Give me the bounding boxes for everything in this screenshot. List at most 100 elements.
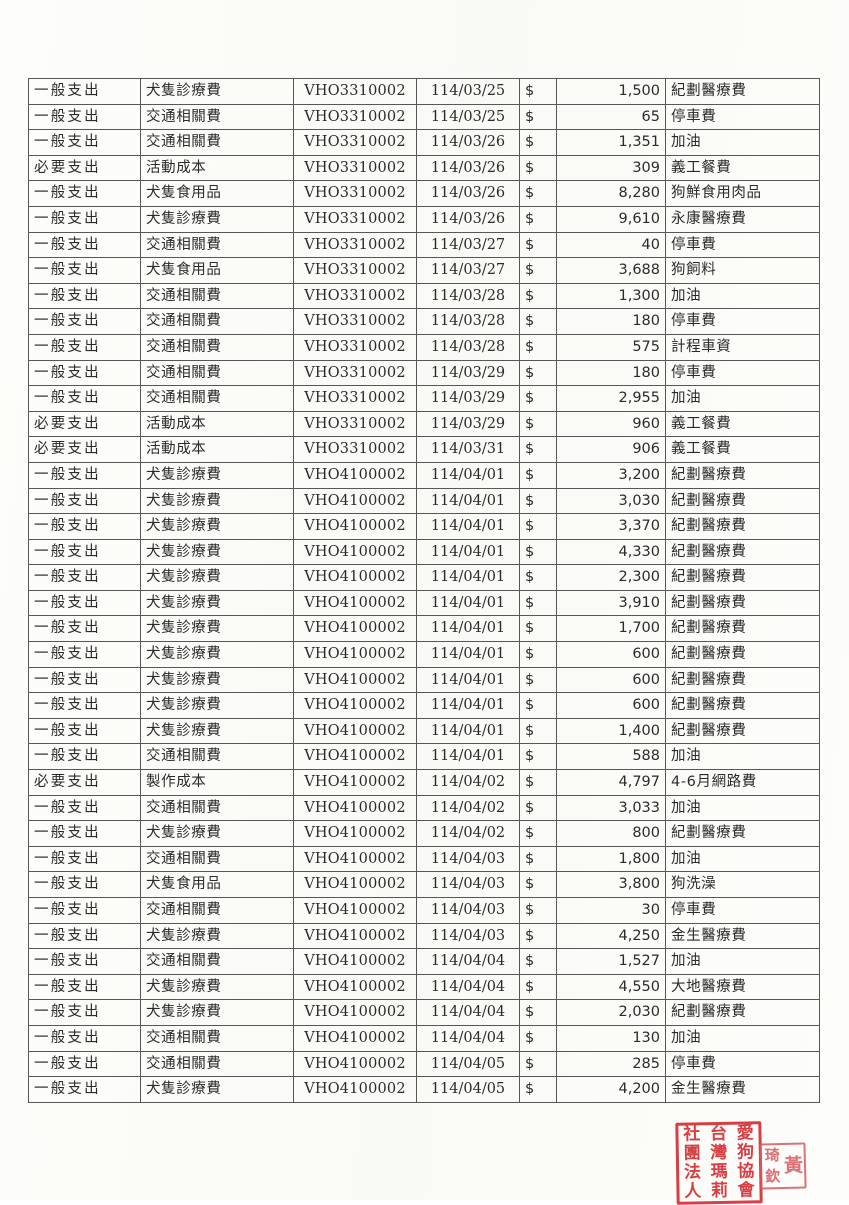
- cell-currency-symbol: $: [519, 871, 557, 898]
- cell-currency-symbol: $: [519, 615, 557, 643]
- cell-expense-type: 一般支出: [28, 717, 141, 745]
- seal-glyph: 瑪: [710, 1161, 728, 1183]
- cell-date: 114/04/01: [416, 692, 520, 719]
- cell-expense-type: 一般支出: [28, 513, 141, 540]
- table-row: 一般支出 交通相關費 VHO3310002 114/03/28 $180 停車費: [28, 308, 820, 335]
- cell-category: 犬隻診療費: [140, 487, 294, 515]
- cell-currency-symbol: $: [519, 922, 557, 950]
- cell-voucher-number: VHO4100002: [293, 973, 417, 1001]
- cell-category: 犬隻診療費: [140, 692, 294, 719]
- cell-expense-type: 必要支出: [28, 436, 141, 463]
- cell-expense-type: 一般支出: [28, 922, 141, 950]
- cell-note: 停車費: [665, 897, 820, 924]
- cell-expense-type: 一般支出: [28, 231, 141, 259]
- cell-expense-type: 一般支出: [28, 871, 141, 898]
- cell-expense-type: 一般支出: [28, 1076, 141, 1103]
- cell-currency-symbol: $: [519, 538, 557, 566]
- cell-voucher-number: VHO3310002: [293, 180, 417, 207]
- cell-date: 114/04/04: [416, 1024, 520, 1052]
- cell-category: 犬隻診療費: [140, 461, 294, 489]
- cell-amount: 600: [556, 692, 666, 719]
- cell-date: 114/04/03: [416, 845, 520, 873]
- table-row: 必要支出 活動成本 VHO3310002 114/03/29 $960 義工餐費: [28, 410, 820, 438]
- cell-currency-symbol: $: [519, 820, 557, 847]
- cell-note: 永康醫療費: [665, 205, 820, 233]
- cell-expense-type: 必要支出: [28, 410, 141, 438]
- table-row: 必要支出 活動成本 VHO3310002 114/03/31 $906 義工餐費: [28, 436, 820, 463]
- table-row: 一般支出 犬隻診療費 VHO4100002 114/04/04 $4,550 大地醫療費: [28, 973, 820, 1001]
- cell-date: 114/03/28: [416, 333, 520, 361]
- cell-date: 114/04/04: [416, 948, 520, 975]
- cell-expense-type: 一般支出: [28, 564, 141, 591]
- seal-glyph: 狗: [736, 1142, 755, 1163]
- cell-expense-type: 一般支出: [28, 205, 141, 233]
- cell-voucher-number: VHO4100002: [293, 692, 417, 719]
- cell-voucher-number: VHO4100002: [293, 1076, 417, 1103]
- cell-currency-symbol: $: [519, 487, 557, 515]
- cell-voucher-number: VHO3310002: [293, 410, 417, 438]
- cell-expense-type: 一般支出: [28, 615, 141, 643]
- cell-note: 紀劃醫療費: [665, 666, 820, 694]
- cell-expense-type: 一般支出: [28, 641, 141, 668]
- seal-glyph: 莉: [710, 1180, 729, 1202]
- cell-note: 停車費: [665, 308, 820, 335]
- cell-amount: 3,030: [556, 487, 666, 515]
- cell-category: 製作成本: [140, 769, 294, 796]
- cell-date: 114/04/01: [416, 461, 520, 489]
- cell-category: 活動成本: [140, 436, 294, 463]
- cell-note: 義工餐費: [665, 154, 820, 182]
- cell-amount: 309: [556, 154, 666, 182]
- cell-category: 交通相關費: [140, 385, 294, 412]
- cell-note: 加油: [665, 1024, 820, 1052]
- cell-note: 金生醫療費: [665, 1076, 820, 1103]
- cell-voucher-number: VHO3310002: [293, 129, 417, 156]
- cell-voucher-number: VHO4100002: [293, 820, 417, 847]
- cell-category: 交通相關費: [140, 333, 294, 361]
- cell-date: 114/04/03: [416, 871, 520, 898]
- table-row: 一般支出 交通相關費 VHO3310002 114/03/28 $1,300 加油: [28, 282, 820, 310]
- cell-expense-type: 一般支出: [28, 78, 141, 105]
- cell-currency-symbol: $: [519, 692, 557, 719]
- cell-note: 紀劃醫療費: [665, 999, 820, 1026]
- personal-name-seal-stamp: 琦 黃 欽: [759, 1142, 807, 1190]
- cell-amount: 1,700: [556, 615, 666, 643]
- cell-note: 加油: [665, 845, 820, 873]
- cell-expense-type: 一般支出: [28, 129, 141, 156]
- seal-glyph: 人: [684, 1181, 702, 1202]
- cell-category: 交通相關費: [140, 948, 294, 975]
- cell-voucher-number: VHO4100002: [293, 845, 417, 873]
- cell-note: 停車費: [665, 359, 820, 387]
- table-row: 一般支出 交通相關費 VHO3310002 114/03/25 $65 停車費: [28, 103, 820, 131]
- seal-glyph: 灣: [710, 1142, 728, 1164]
- cell-voucher-number: VHO4100002: [293, 999, 417, 1026]
- cell-currency-symbol: $: [519, 845, 557, 873]
- cell-category: 犬隻診療費: [140, 641, 294, 668]
- cell-note: 加油: [665, 385, 820, 412]
- cell-note: 加油: [665, 282, 820, 310]
- cell-currency-symbol: $: [519, 999, 557, 1026]
- cell-category: 交通相關費: [140, 845, 294, 873]
- cell-amount: 3,910: [556, 589, 666, 617]
- seal-given-name-1: 琦: [764, 1146, 780, 1165]
- cell-note: 紀劃醫療費: [665, 487, 820, 515]
- table-row: 必要支出 活動成本 VHO3310002 114/03/26 $309 義工餐費: [28, 154, 820, 182]
- cell-currency-symbol: $: [519, 513, 557, 540]
- cell-expense-type: 一般支出: [28, 897, 141, 924]
- table-row: 一般支出 犬隻診療費 VHO4100002 114/04/01 $3,200 紀劃醫療費: [28, 461, 820, 489]
- table-row: 一般支出 犬隻診療費 VHO4100002 114/04/01 $1,700 紀劃醫療費: [28, 615, 820, 643]
- table-row: 一般支出 交通相關費 VHO3310002 114/03/28 $575 計程車資: [28, 333, 820, 361]
- cell-category: 犬隻診療費: [140, 717, 294, 745]
- cell-category: 犬隻診療費: [140, 973, 294, 1001]
- cell-currency-symbol: $: [519, 973, 557, 1001]
- cell-currency-symbol: $: [519, 1076, 557, 1103]
- cell-voucher-number: VHO3310002: [293, 385, 417, 412]
- cell-note: 停車費: [665, 1050, 820, 1078]
- cell-amount: 40: [556, 231, 666, 259]
- cell-amount: 180: [556, 308, 666, 335]
- cell-expense-type: 一般支出: [28, 282, 141, 310]
- cell-amount: 285: [556, 1050, 666, 1078]
- cell-voucher-number: VHO4100002: [293, 922, 417, 950]
- cell-note: 紀劃醫療費: [665, 461, 820, 489]
- cell-date: 114/03/26: [416, 205, 520, 233]
- cell-date: 114/04/04: [416, 999, 520, 1026]
